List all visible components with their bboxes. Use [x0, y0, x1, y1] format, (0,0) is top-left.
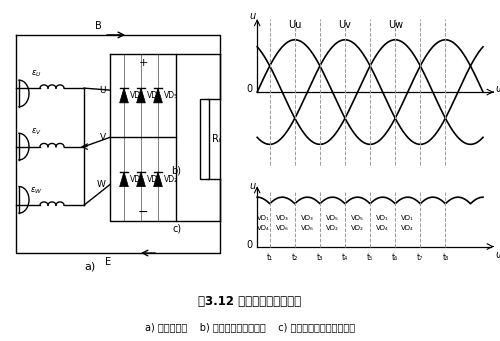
Text: B: B	[94, 21, 102, 31]
Text: $\varepsilon_V$: $\varepsilon_V$	[30, 127, 42, 137]
Text: VD₃: VD₃	[276, 215, 288, 221]
Text: VD₆: VD₆	[276, 225, 288, 232]
Bar	[200, 99, 208, 179]
Text: VD₄: VD₄	[402, 225, 414, 232]
Text: t₅: t₅	[367, 253, 373, 262]
Polygon shape	[154, 172, 162, 187]
Text: 图3.12 交流发电机整流原理: 图3.12 交流发电机整流原理	[198, 295, 302, 308]
Text: VD₅: VD₅	[164, 91, 178, 100]
Text: t₃: t₃	[317, 253, 323, 262]
Polygon shape	[120, 172, 128, 187]
Text: VD₁: VD₁	[376, 215, 389, 221]
Polygon shape	[154, 88, 162, 103]
Text: VD₅: VD₅	[326, 215, 339, 221]
Text: W: W	[97, 180, 106, 189]
Text: VD₁: VD₁	[130, 91, 144, 100]
Text: VD₁: VD₁	[402, 215, 414, 221]
Text: −: −	[138, 205, 148, 219]
Text: VD₂: VD₂	[164, 175, 178, 184]
Text: $\varepsilon_U$: $\varepsilon_U$	[30, 68, 42, 79]
Text: VD₄: VD₄	[130, 175, 144, 184]
Text: U: U	[100, 86, 106, 94]
Text: t₁: t₁	[266, 253, 273, 262]
Text: ωt: ωt	[495, 250, 500, 260]
Text: t₈: t₈	[442, 253, 448, 262]
Polygon shape	[136, 88, 145, 103]
Text: t₇: t₇	[417, 253, 424, 262]
Text: +: +	[138, 58, 147, 68]
Text: VD₁: VD₁	[257, 215, 270, 221]
Text: E: E	[105, 257, 111, 267]
Polygon shape	[136, 172, 145, 187]
Polygon shape	[120, 88, 128, 103]
Text: V: V	[100, 133, 106, 142]
Text: 0: 0	[246, 85, 252, 94]
Text: VD₂: VD₂	[351, 225, 364, 232]
Text: t₆: t₆	[392, 253, 398, 262]
Text: $\varepsilon_W$: $\varepsilon_W$	[30, 186, 43, 196]
Text: VD₄: VD₄	[257, 225, 270, 232]
Text: u: u	[250, 181, 256, 191]
Text: VD₄: VD₄	[376, 225, 389, 232]
Text: ωt: ωt	[495, 85, 500, 94]
Text: Uv: Uv	[338, 20, 351, 30]
Text: a): a)	[84, 262, 96, 272]
Text: t₂: t₂	[292, 253, 298, 262]
Text: VD₅: VD₅	[351, 215, 364, 221]
Text: VD₃: VD₃	[147, 91, 161, 100]
Text: b): b)	[172, 165, 181, 176]
Text: Rₗ: Rₗ	[212, 134, 221, 144]
Text: VD₆: VD₆	[301, 225, 314, 232]
Text: c): c)	[172, 223, 182, 234]
Text: 0: 0	[246, 240, 252, 250]
Text: Uu: Uu	[288, 20, 302, 30]
Text: VD₂: VD₂	[326, 225, 339, 232]
Text: t₄: t₄	[342, 253, 348, 262]
Text: u: u	[250, 11, 256, 21]
Text: VD₃: VD₃	[301, 215, 314, 221]
Text: a) 整流电路图    b) 三相绕组电压波形图    c) 整流后发电机输出波形图: a) 整流电路图 b) 三相绕组电压波形图 c) 整流后发电机输出波形图	[145, 322, 355, 332]
Text: Uw: Uw	[388, 20, 403, 30]
Text: VD₆: VD₆	[147, 175, 161, 184]
